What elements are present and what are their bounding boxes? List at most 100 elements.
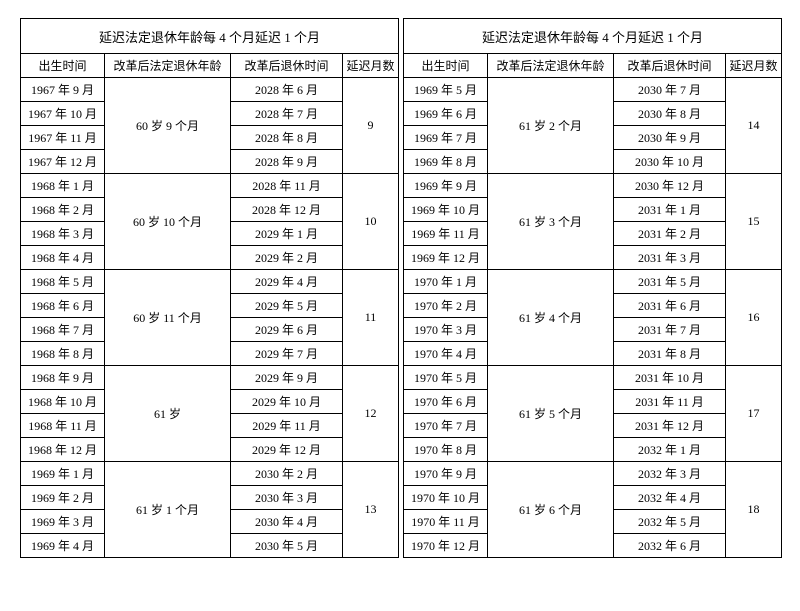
cell-retire: 2029 年 12 月 [231, 438, 343, 462]
cell-retire: 2031 年 7 月 [614, 318, 726, 342]
cell-age: 60 岁 10 个月 [105, 174, 231, 270]
table-row: 1970 年 5 月61 岁 5 个月2031 年 10 月17 [404, 366, 782, 390]
cell-retire: 2030 年 5 月 [231, 534, 343, 558]
cell-retire: 2031 年 3 月 [614, 246, 726, 270]
table-title: 延迟法定退休年龄每 4 个月延迟 1 个月 [404, 19, 782, 54]
cell-age: 61 岁 4 个月 [488, 270, 614, 366]
cell-birth: 1970 年 11 月 [404, 510, 488, 534]
cell-retire: 2030 年 3 月 [231, 486, 343, 510]
cell-birth: 1969 年 7 月 [404, 126, 488, 150]
cell-delay: 13 [343, 462, 399, 558]
cell-birth: 1969 年 1 月 [21, 462, 105, 486]
table-body-left: 1967 年 9 月60 岁 9 个月2028 年 6 月91967 年 10 … [21, 78, 399, 558]
cell-delay: 12 [343, 366, 399, 462]
cell-retire: 2031 年 6 月 [614, 294, 726, 318]
cell-age: 61 岁 6 个月 [488, 462, 614, 558]
cell-birth: 1969 年 3 月 [21, 510, 105, 534]
cell-retire: 2028 年 11 月 [231, 174, 343, 198]
cell-retire: 2028 年 6 月 [231, 78, 343, 102]
cell-retire: 2029 年 9 月 [231, 366, 343, 390]
cell-retire: 2031 年 11 月 [614, 390, 726, 414]
cell-retire: 2029 年 7 月 [231, 342, 343, 366]
cell-birth: 1968 年 3 月 [21, 222, 105, 246]
table-row: 1969 年 1 月61 岁 1 个月2030 年 2 月13 [21, 462, 399, 486]
cell-birth: 1968 年 4 月 [21, 246, 105, 270]
table-row: 1968 年 1 月60 岁 10 个月2028 年 11 月10 [21, 174, 399, 198]
cell-delay: 14 [726, 78, 782, 174]
cell-birth: 1968 年 10 月 [21, 390, 105, 414]
cell-retire: 2030 年 7 月 [614, 78, 726, 102]
cell-age: 61 岁 [105, 366, 231, 462]
cell-birth: 1968 年 12 月 [21, 438, 105, 462]
header-delay: 延迟月数 [343, 54, 399, 78]
cell-birth: 1969 年 5 月 [404, 78, 488, 102]
cell-retire: 2028 年 12 月 [231, 198, 343, 222]
header-age: 改革后法定退休年龄 [105, 54, 231, 78]
cell-birth: 1970 年 7 月 [404, 414, 488, 438]
cell-retire: 2032 年 5 月 [614, 510, 726, 534]
cell-retire: 2029 年 4 月 [231, 270, 343, 294]
cell-birth: 1969 年 9 月 [404, 174, 488, 198]
cell-birth: 1970 年 3 月 [404, 318, 488, 342]
header-delay: 延迟月数 [726, 54, 782, 78]
cell-retire: 2031 年 1 月 [614, 198, 726, 222]
cell-birth: 1968 年 6 月 [21, 294, 105, 318]
cell-birth: 1968 年 2 月 [21, 198, 105, 222]
cell-retire: 2029 年 5 月 [231, 294, 343, 318]
cell-birth: 1970 年 2 月 [404, 294, 488, 318]
table-body-right: 1969 年 5 月61 岁 2 个月2030 年 7 月141969 年 6 … [404, 78, 782, 558]
table-row: 1968 年 5 月60 岁 11 个月2029 年 4 月11 [21, 270, 399, 294]
cell-retire: 2028 年 9 月 [231, 150, 343, 174]
header-retire: 改革后退休时间 [231, 54, 343, 78]
cell-retire: 2030 年 9 月 [614, 126, 726, 150]
cell-retire: 2032 年 6 月 [614, 534, 726, 558]
cell-age: 60 岁 11 个月 [105, 270, 231, 366]
cell-age: 61 岁 2 个月 [488, 78, 614, 174]
cell-retire: 2030 年 10 月 [614, 150, 726, 174]
cell-birth: 1970 年 4 月 [404, 342, 488, 366]
cell-retire: 2029 年 11 月 [231, 414, 343, 438]
cell-delay: 18 [726, 462, 782, 558]
cell-age: 61 岁 1 个月 [105, 462, 231, 558]
cell-birth: 1970 年 1 月 [404, 270, 488, 294]
cell-birth: 1969 年 8 月 [404, 150, 488, 174]
cell-birth: 1970 年 8 月 [404, 438, 488, 462]
cell-retire: 2029 年 2 月 [231, 246, 343, 270]
cell-birth: 1970 年 10 月 [404, 486, 488, 510]
cell-retire: 2028 年 8 月 [231, 126, 343, 150]
cell-retire: 2031 年 8 月 [614, 342, 726, 366]
cell-retire: 2030 年 8 月 [614, 102, 726, 126]
table-row: 1969 年 9 月61 岁 3 个月2030 年 12 月15 [404, 174, 782, 198]
cell-retire: 2032 年 1 月 [614, 438, 726, 462]
table-row: 1967 年 9 月60 岁 9 个月2028 年 6 月9 [21, 78, 399, 102]
cell-retire: 2030 年 4 月 [231, 510, 343, 534]
retirement-table-left: 延迟法定退休年龄每 4 个月延迟 1 个月 出生时间 改革后法定退休年龄 改革后… [20, 18, 399, 558]
cell-retire: 2031 年 2 月 [614, 222, 726, 246]
cell-age: 61 岁 5 个月 [488, 366, 614, 462]
cell-retire: 2031 年 10 月 [614, 366, 726, 390]
cell-birth: 1970 年 6 月 [404, 390, 488, 414]
cell-birth: 1970 年 5 月 [404, 366, 488, 390]
cell-retire: 2028 年 7 月 [231, 102, 343, 126]
cell-birth: 1970 年 9 月 [404, 462, 488, 486]
cell-retire: 2029 年 1 月 [231, 222, 343, 246]
cell-delay: 15 [726, 174, 782, 270]
cell-birth: 1969 年 4 月 [21, 534, 105, 558]
cell-birth: 1967 年 10 月 [21, 102, 105, 126]
cell-retire: 2031 年 5 月 [614, 270, 726, 294]
cell-birth: 1969 年 2 月 [21, 486, 105, 510]
cell-retire: 2030 年 2 月 [231, 462, 343, 486]
cell-retire: 2029 年 6 月 [231, 318, 343, 342]
retirement-table-right: 延迟法定退休年龄每 4 个月延迟 1 个月 出生时间 改革后法定退休年龄 改革后… [403, 18, 782, 558]
header-retire: 改革后退休时间 [614, 54, 726, 78]
table-row: 1968 年 9 月61 岁2029 年 9 月12 [21, 366, 399, 390]
cell-birth: 1970 年 12 月 [404, 534, 488, 558]
cell-birth: 1967 年 12 月 [21, 150, 105, 174]
cell-birth: 1969 年 12 月 [404, 246, 488, 270]
table-row: 1969 年 5 月61 岁 2 个月2030 年 7 月14 [404, 78, 782, 102]
table-row: 1970 年 1 月61 岁 4 个月2031 年 5 月16 [404, 270, 782, 294]
cell-delay: 16 [726, 270, 782, 366]
cell-age: 60 岁 9 个月 [105, 78, 231, 174]
header-birth: 出生时间 [21, 54, 105, 78]
cell-delay: 11 [343, 270, 399, 366]
